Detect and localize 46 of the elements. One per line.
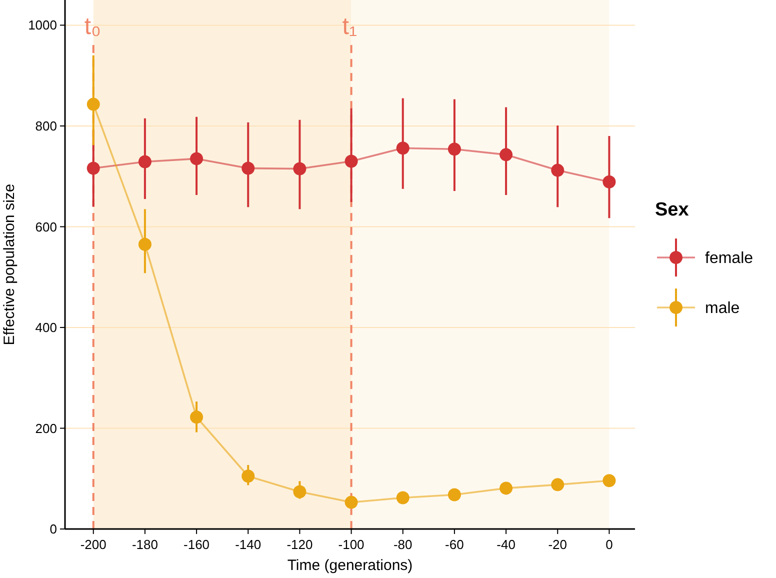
- point: [293, 162, 306, 176]
- point: [138, 238, 152, 251]
- point: [602, 175, 616, 188]
- point: [602, 474, 616, 488]
- point: [242, 470, 255, 483]
- x-tick-label: -40: [496, 537, 516, 552]
- x-tick-label: -60: [445, 537, 464, 552]
- point: [551, 478, 564, 492]
- point: [551, 164, 564, 177]
- y-tick-label: 800: [35, 118, 57, 134]
- y-tick-label: 1000: [28, 18, 57, 33]
- legend-title: Sex: [655, 200, 690, 220]
- x-axis-title: Time (generations): [287, 557, 413, 574]
- point: [242, 162, 255, 175]
- y-tick-label: 600: [35, 219, 57, 234]
- point: [344, 496, 358, 509]
- point: [190, 410, 204, 424]
- point: [138, 155, 152, 168]
- x-tick-label: -80: [393, 537, 412, 552]
- x-tick-label: -100: [338, 537, 364, 552]
- point: [293, 485, 306, 498]
- x-tick-label: -120: [286, 537, 313, 552]
- point: [448, 488, 461, 502]
- x-tick-label: -20: [548, 537, 568, 552]
- x-tick-label: -140: [235, 537, 262, 552]
- point: [86, 162, 100, 175]
- point: [86, 98, 100, 111]
- point: [448, 142, 461, 156]
- legend-label: male: [705, 300, 740, 318]
- y-axis-title: Effective population size: [1, 184, 18, 346]
- point: [396, 491, 410, 504]
- x-tick-label: 0: [606, 537, 613, 552]
- ref-line-label: t₁: [342, 13, 358, 40]
- y-tick-label: 200: [35, 420, 57, 436]
- point: [500, 482, 513, 495]
- point: [396, 142, 410, 155]
- x-tick-label: -200: [80, 537, 106, 552]
- y-tick-label: 400: [35, 320, 57, 336]
- point: [344, 154, 358, 168]
- legend-label: female: [705, 250, 754, 268]
- y-tick-label: 0: [50, 522, 57, 537]
- ref-line-label: t₀: [84, 13, 102, 40]
- x-tick-label: -180: [132, 537, 158, 552]
- point: [190, 152, 204, 166]
- x-tick-label: -160: [184, 537, 210, 552]
- point: [500, 148, 513, 162]
